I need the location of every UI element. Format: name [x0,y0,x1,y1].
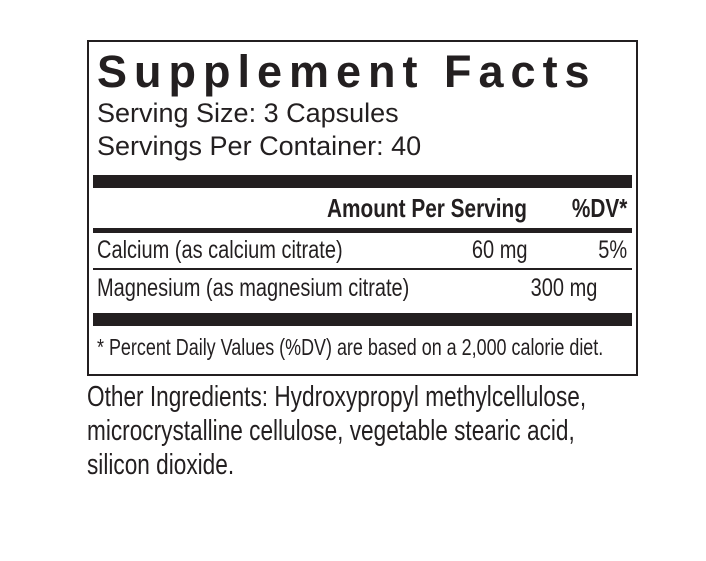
thick-separator-top [93,175,632,188]
supplement-facts-panel: Supplement Facts Serving Size: 3 Capsule… [87,40,638,376]
dv-header: %DV* [527,193,632,224]
other-ingredients-line: microcrystalline cellulose, vegetable st… [87,414,706,448]
ingredient-dv-text: 5% [598,236,627,264]
ingredient-amount: 300 mg [487,273,598,303]
table-header-row: Amount Per Serving %DV* [93,188,632,233]
ingredient-name: Magnesium (as magnesium citrate) [93,274,487,303]
ingredient-amount: 60 mg [417,236,527,265]
amount-per-serving-header-label: Amount Per Serving [327,192,527,223]
other-ingredients-text: Other Ingredients: Hydroxypropyl methylc… [87,380,706,482]
supplement-facts-title: Supplement Facts [97,46,597,97]
ingredient-dv: 71% [597,274,636,303]
serving-size-line: Serving Size: 3 Capsules [97,98,399,128]
ingredient-amount-text: 300 mg [530,273,598,302]
other-ingredients-line-text: Other Ingredients: Hydroxypropyl methylc… [87,381,587,413]
servings-per-container-line: Servings Per Container: 40 [97,131,422,161]
thick-separator-bottom [93,313,632,326]
ingredient-dv: 5% [527,236,632,265]
ingredient-amount-text: 60 mg [471,236,527,264]
dv-footnote: * Percent Daily Values (%DV) are based o… [97,326,627,360]
dv-header-label: %DV* [571,192,627,223]
ingredient-name-text: Magnesium (as magnesium citrate) [97,273,410,302]
dv-footnote-text: * Percent Daily Values (%DV) are based o… [97,334,604,360]
other-ingredients-line-text: silicon dioxide. [87,449,235,481]
ingredient-name: Calcium (as calcium citrate) [93,236,417,265]
ingredient-name-text: Calcium (as calcium citrate) [97,236,343,264]
other-ingredients-line: silicon dioxide. [87,448,706,482]
table-row: Calcium (as calcium citrate) 60 mg 5% [93,233,632,270]
other-ingredients-line: Other Ingredients: Hydroxypropyl methylc… [87,380,706,414]
table-row: Magnesium (as magnesium citrate) 300 mg … [93,270,632,306]
other-ingredients-line-text: microcrystalline cellulose, vegetable st… [87,415,575,447]
amount-per-serving-header: Amount Per Serving [277,193,527,224]
